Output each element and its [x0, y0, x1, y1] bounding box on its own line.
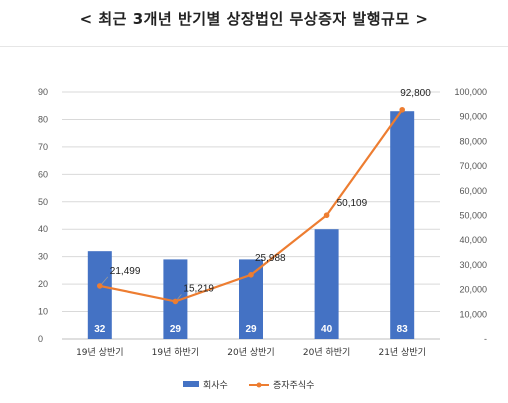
y-tick-label: 90	[38, 87, 48, 97]
y2-tick-label: 50,000	[459, 211, 487, 221]
line-value-label: 21,499	[110, 266, 141, 277]
legend-swatch-bar	[183, 381, 199, 387]
bar	[87, 251, 112, 339]
y2-tick-label: 100,000	[454, 87, 487, 97]
bar-value-label: 40	[321, 324, 333, 335]
line-value-label: 92,800	[400, 88, 431, 99]
y-tick-label: 50	[38, 197, 48, 207]
y2-tick-label: 60,000	[459, 186, 487, 196]
bar	[390, 111, 415, 339]
legend-marker-line	[256, 382, 262, 388]
title-bar: < 최근 3개년 반기별 상장법인 무상증자 발행규모 >	[0, 0, 508, 46]
y-tick-label: 10	[38, 307, 48, 317]
y-tick-label: 40	[38, 224, 48, 234]
line-value-label: 50,109	[337, 198, 368, 209]
line-point	[399, 106, 406, 113]
y2-tick-label: 30,000	[459, 260, 487, 270]
x-tick-label: 20년 상반기	[227, 347, 274, 358]
legend-label-line: 증자주식수	[273, 380, 314, 391]
line-point	[172, 298, 179, 305]
line-point	[97, 283, 103, 289]
bar-value-label: 32	[94, 324, 106, 335]
x-tick-label: 19년 상반기	[76, 347, 123, 358]
y2-tick-label: 70,000	[459, 161, 487, 171]
line-point	[323, 212, 330, 219]
line-value-label: 15,219	[183, 283, 214, 294]
y-tick-label: 70	[38, 142, 48, 152]
bar-value-label: 29	[170, 324, 182, 335]
label-leader	[101, 276, 109, 285]
x-tick-label: 20년 하반기	[303, 347, 350, 358]
legend-label-bar: 회사수	[203, 380, 228, 391]
bar	[314, 229, 339, 339]
chart-title: < 최근 3개년 반기별 상장법인 무상증자 발행규모 >	[79, 10, 429, 28]
line-value-label: 25,988	[255, 253, 286, 264]
x-tick-label: 21년 상반기	[378, 347, 425, 358]
y-tick-label: 80	[38, 114, 48, 124]
line-point	[248, 272, 254, 278]
y2-tick-label: -	[484, 334, 487, 344]
y2-tick-label: 20,000	[459, 285, 487, 295]
y-tick-label: 30	[38, 252, 48, 262]
y2-tick-label: 10,000	[459, 309, 487, 319]
x-tick-label: 19년 하반기	[152, 347, 199, 358]
y-tick-label: 20	[38, 279, 48, 289]
y-tick-label: 0	[38, 334, 43, 344]
bar-value-label: 83	[397, 324, 409, 335]
label-leader	[177, 294, 182, 300]
y2-tick-label: 90,000	[459, 112, 487, 122]
y-tick-label: 60	[38, 169, 48, 179]
title-divider	[0, 46, 508, 47]
y2-tick-label: 40,000	[459, 235, 487, 245]
bar-value-label: 29	[245, 324, 257, 335]
y2-tick-label: 80,000	[459, 136, 487, 146]
